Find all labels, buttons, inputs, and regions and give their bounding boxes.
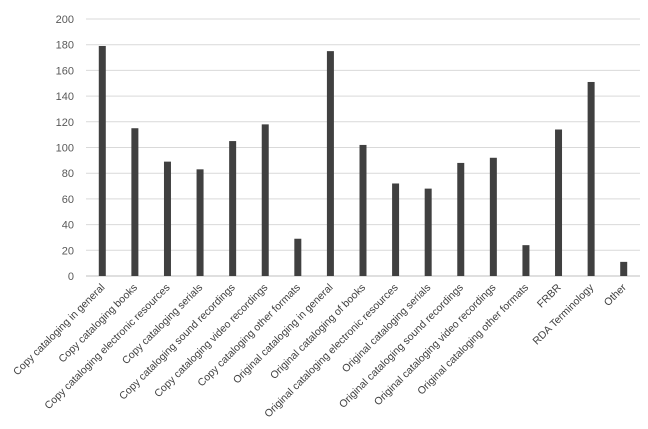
bars: [98, 45, 628, 277]
bar: [326, 51, 334, 277]
y-tick-label: 140: [56, 91, 74, 103]
bar: [587, 81, 595, 276]
y-tick-label: 180: [56, 40, 74, 52]
y-tick-label: 40: [62, 220, 74, 232]
bar: [359, 144, 367, 276]
x-tick-label: Original cataloging video recordings: [372, 282, 499, 409]
bar: [620, 261, 628, 276]
y-tick-label: 160: [56, 65, 74, 77]
y-axis-ticks: 0 20 40 60 80 100 120 140 160 180 200: [56, 14, 74, 283]
bar: [196, 169, 204, 276]
bar: [131, 128, 139, 276]
y-tick-label: 20: [62, 245, 74, 257]
y-tick-label: 120: [56, 117, 74, 129]
bar: [163, 161, 171, 276]
bar: [229, 141, 237, 276]
x-tick-label: Other: [602, 281, 629, 308]
bar: [522, 245, 530, 276]
y-tick-label: 80: [62, 168, 74, 180]
bar: [98, 45, 106, 277]
bar: [424, 188, 432, 276]
y-tick-label: 100: [56, 143, 74, 155]
bar: [294, 238, 302, 276]
y-tick-label: 0: [68, 271, 74, 283]
bar: [392, 183, 400, 276]
y-tick-label: 200: [56, 14, 74, 26]
bar: [261, 124, 269, 277]
x-tick-label: FRBR: [535, 281, 564, 310]
x-tick-label: RDA Terminology: [531, 281, 597, 347]
bar: [457, 162, 465, 276]
bar: [489, 157, 497, 276]
bar: [555, 129, 563, 276]
y-tick-label: 60: [62, 194, 74, 206]
